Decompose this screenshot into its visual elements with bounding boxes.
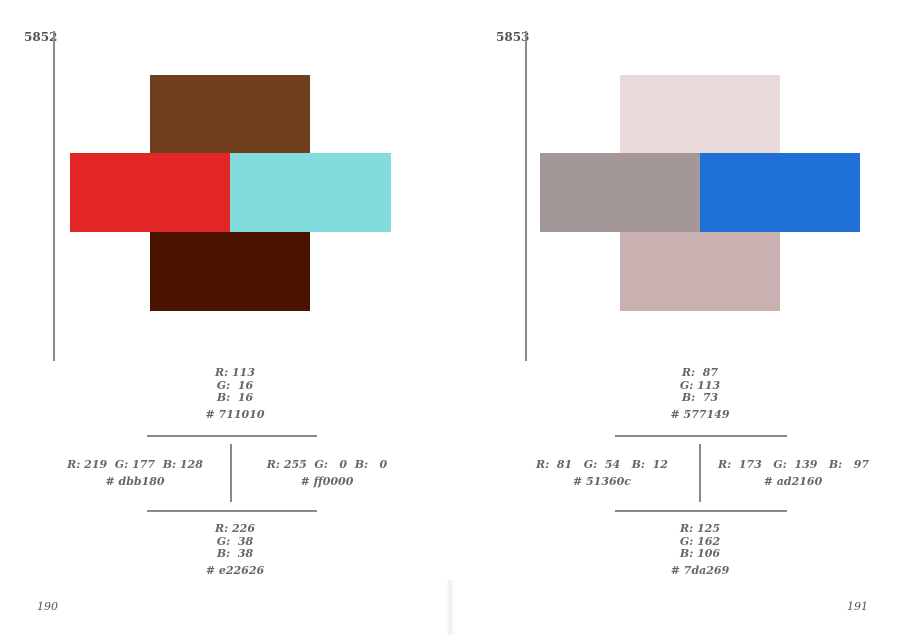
book-gutter xyxy=(446,580,454,635)
color-block-left xyxy=(540,153,700,232)
top-g-value: G: 113 xyxy=(679,378,721,392)
page-number: 191 xyxy=(847,600,868,613)
bottom-g-value: G: 162 xyxy=(679,534,721,548)
right-rgb-value: R: 173 G: 139 B: 97 xyxy=(718,458,870,471)
left-rgb-value: R: 219 G: 177 B: 128 xyxy=(67,458,203,471)
divider-center xyxy=(230,444,232,502)
top-b-value: B: 73 xyxy=(681,391,719,404)
bottom-r-value: R: 226 xyxy=(215,522,255,535)
bottom-b-value: B: 38 xyxy=(216,547,254,560)
bottom-hex-value: # e22626 xyxy=(205,563,265,577)
divider-bottom xyxy=(615,510,787,512)
left-rgb-value: R: 81 G: 54 B: 12 xyxy=(536,458,668,471)
color-block-left xyxy=(70,153,230,232)
bottom-b-value: B: 106 xyxy=(679,547,721,560)
left-hex-value: # dbb180 xyxy=(105,474,165,488)
top-color-values: R: 87 G: 113 B: 73 # 577149 xyxy=(635,366,765,421)
top-hex-value: # 577149 xyxy=(670,407,730,421)
left-color-values: R: 219 G: 177 B: 128 # dbb180 xyxy=(60,458,210,488)
color-block-bottom xyxy=(150,232,310,311)
color-block-top xyxy=(620,75,780,154)
top-color-values: R: 113 G: 16 B: 16 # 711010 xyxy=(170,366,300,421)
right-hex-value: # ff0000 xyxy=(300,474,354,488)
divider-center xyxy=(699,444,701,502)
left-color-values: R: 81 G: 54 B: 12 # 51360c xyxy=(532,458,672,488)
left-hex-value: # 51360c xyxy=(572,474,631,488)
margin-rule xyxy=(525,31,527,361)
bottom-g-value: G: 38 xyxy=(216,534,254,548)
divider-top xyxy=(615,435,787,437)
color-block-bottom xyxy=(620,232,780,311)
right-color-values: R: 255 G: 0 B: 0 # ff0000 xyxy=(252,458,402,488)
top-b-value: B: 16 xyxy=(216,391,254,404)
divider-bottom xyxy=(147,510,317,512)
plate-number: 5853 xyxy=(496,30,530,44)
page-number: 190 xyxy=(37,600,58,613)
plate-number: 5852 xyxy=(24,30,58,44)
top-r-value: R: 113 xyxy=(215,366,255,379)
right-rgb-value: R: 255 G: 0 B: 0 xyxy=(266,458,388,471)
color-block-right xyxy=(700,153,860,232)
divider-top xyxy=(147,435,317,437)
color-block-right xyxy=(230,153,391,232)
bottom-hex-value: # 7da269 xyxy=(670,563,730,577)
bottom-color-values: R: 125 G: 162 B: 106 # 7da269 xyxy=(635,522,765,577)
bottom-r-value: R: 125 xyxy=(680,522,720,535)
right-page: 5853 R: 87 G: 113 B: 73 # 577149 R: 81 G… xyxy=(450,0,900,635)
top-hex-value: # 711010 xyxy=(205,407,265,421)
margin-rule xyxy=(53,31,55,361)
right-color-values: R: 173 G: 139 B: 97 # ad2160 xyxy=(718,458,870,488)
right-hex-value: # ad2160 xyxy=(763,474,823,488)
top-g-value: G: 16 xyxy=(216,378,254,392)
left-page: 5852 R: 113 G: 16 B: 16 # 711010 R: 219 … xyxy=(24,30,402,613)
bottom-color-values: R: 226 G: 38 B: 38 # e22626 xyxy=(170,522,300,577)
top-r-value: R: 87 xyxy=(681,366,719,379)
color-block-top xyxy=(150,75,310,154)
